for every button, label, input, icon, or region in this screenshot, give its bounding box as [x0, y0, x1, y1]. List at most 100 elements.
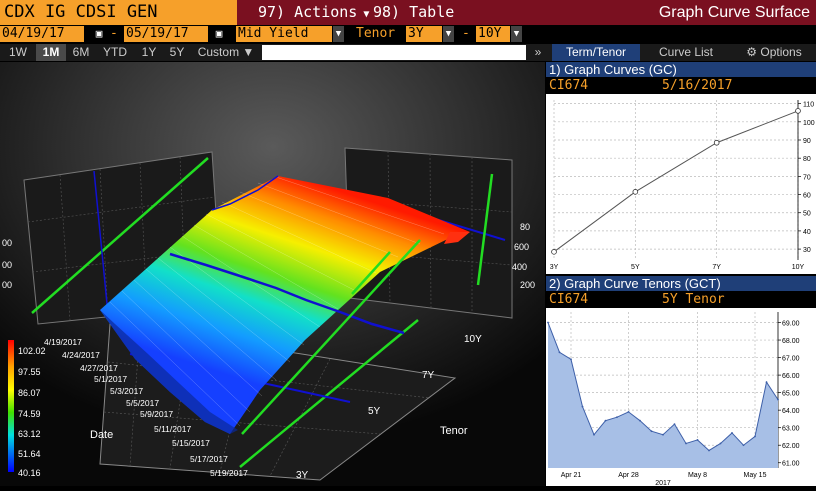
gc-panel-title[interactable]: 1) Graph Curves (GC) [546, 62, 816, 77]
x-tick-label: May 8 [688, 472, 707, 479]
gc-chart[interactable]: 30 40 50 60 70 80 90 100 110 3Y 5Y 7Y 10Y [546, 94, 816, 274]
security-ticker[interactable]: CDX IG CDSI GEN [0, 0, 237, 25]
gc-chart-svg: 30 40 50 60 70 80 90 100 110 3Y 5Y 7Y 10Y [550, 100, 815, 271]
area-point [547, 321, 549, 324]
area-point [765, 381, 768, 384]
tenor-to-select[interactable]: 10Y [476, 26, 510, 42]
left-wall-ticks: 00 00 00 [2, 238, 12, 290]
area-point [731, 432, 733, 434]
tab-term-tenor[interactable]: Term/Tenor [552, 44, 640, 61]
end-date-field[interactable]: 05/19/17 [124, 26, 208, 42]
curve-point [632, 189, 639, 195]
range-tab-ytd[interactable]: YTD [103, 45, 127, 59]
table-button[interactable]: 98) Table [373, 3, 455, 21]
tenor-axis-label: Tenor [440, 425, 468, 437]
tenor-tick: 5Y [368, 406, 381, 417]
date-tick: 5/17/2017 [190, 454, 228, 464]
range-tab-bar: 1W 1M 6M YTD 1Y 5Y Custom ▼ » Term/Tenor… [0, 44, 816, 61]
y-tick-label: 62.00 [782, 443, 800, 450]
tenor-tick: 10Y [464, 334, 482, 345]
date-tick: 4/19/2017 [44, 337, 82, 347]
area-point [650, 430, 653, 433]
curve-point [713, 139, 720, 146]
tenor-tick: 7Y [422, 370, 435, 381]
gct-panel-subheader: CI674 5Y Tenor [546, 292, 816, 307]
curve-point [551, 249, 557, 255]
range-tab-1m[interactable]: 1M [36, 44, 66, 61]
area-point [719, 442, 722, 445]
expand-icon[interactable]: » [534, 45, 542, 59]
gct-tenor-label: 5Y Tenor [662, 292, 725, 307]
field-select[interactable]: Mid Yield [236, 26, 332, 42]
curve-line [553, 110, 799, 253]
gct-chart[interactable]: 69.00 68.00 67.00 66.00 65.00 64.00 63.00 62.00… [546, 308, 816, 487]
control-bar: 04/19/17 ▣ - 05/19/17 ▣ Mid Yield ▼ Teno… [0, 25, 816, 43]
tenor-from-select[interactable]: 3Y [406, 26, 442, 42]
surface-plot-area[interactable]: Date Tenor 4/19/2017 4/24/2017 4/27/2017… [0, 62, 545, 486]
calendar-icon[interactable]: ▣ [95, 27, 103, 40]
area-point [593, 433, 595, 436]
chevron-down-icon[interactable]: ▼ [443, 26, 454, 42]
date-tick: 5/1/2017 [94, 374, 127, 384]
y-tick-label: 40 [803, 229, 811, 236]
y-tick-label: 65.00 [782, 391, 800, 398]
color-scale-tick: 86.07 [18, 388, 41, 398]
tab-options[interactable]: ⚙ Options [746, 45, 802, 59]
tenor-ticks: 3Y 5Y 7Y 10Y [296, 334, 482, 481]
range-tab-1w[interactable]: 1W [9, 45, 27, 59]
area-point [616, 416, 618, 419]
chevron-down-icon[interactable]: ▼ [333, 26, 344, 42]
surface-plot[interactable]: Date Tenor 4/19/2017 4/24/2017 4/27/2017… [0, 62, 545, 486]
wall-tick: 600 [514, 242, 529, 252]
color-scale-tick: 74.59 [18, 409, 41, 419]
y-tick-label: 100 [803, 120, 815, 127]
range-tab-custom[interactable]: Custom ▼ [197, 45, 255, 59]
x-tick-label: 7Y [712, 264, 721, 271]
y-tick-label: 90 [803, 138, 811, 145]
color-scale-tick: 102.02 [18, 346, 46, 356]
gct-panel-title[interactable]: 2) Graph Curve Tenors (GCT) [546, 276, 816, 291]
y-tick-label: 110 [803, 102, 814, 109]
color-scale-bar [8, 340, 14, 472]
view-tab-bar: » Term/Tenor Curve List ⚙ Options [535, 44, 816, 61]
color-scale-tick: 97.55 [18, 367, 41, 377]
tenor-separator: - [462, 26, 470, 41]
start-date-field[interactable]: 04/19/17 [0, 26, 84, 42]
calendar-icon[interactable]: ▣ [215, 27, 223, 40]
range-tab-1y[interactable]: 1Y [141, 45, 157, 59]
chevron-down-icon[interactable]: ▼ [511, 26, 522, 42]
area-point [662, 433, 664, 436]
actions-label: 97) Actions [258, 3, 358, 21]
tab-curve-list[interactable]: Curve List [658, 45, 714, 59]
color-scale-tick: 40.16 [18, 468, 41, 478]
wall-tick: 00 [2, 238, 12, 248]
date-tick: 5/3/2017 [110, 386, 143, 396]
range-tab-5y[interactable]: 5Y [169, 45, 185, 59]
x-tick-label: 3Y [550, 264, 559, 271]
wall-tick: 00 [2, 280, 12, 290]
area-point [742, 444, 745, 447]
range-tab-6m[interactable]: 6M [72, 45, 90, 59]
date-tick: 5/19/2017 [210, 468, 248, 478]
date-tick: 5/11/2017 [154, 424, 191, 434]
chevron-down-icon: ▼ [363, 9, 370, 20]
wall-tick: 80 [520, 222, 530, 232]
area-point [685, 442, 687, 445]
curve-point [795, 108, 801, 114]
y-tick-label: 69.00 [782, 321, 800, 328]
y-tick-label: 50 [803, 211, 811, 218]
area-point [708, 449, 710, 452]
x-tick-label: Apr 21 [561, 472, 582, 479]
area-point [581, 405, 584, 408]
color-scale-tick: 63.12 [18, 429, 41, 439]
actions-menu-button[interactable]: 97) Actions ▼ [258, 0, 369, 25]
custom-range-input[interactable] [262, 45, 526, 60]
yield-surface [100, 176, 470, 434]
wall-tick: 200 [520, 280, 535, 290]
y-tick-label: 66.00 [782, 373, 800, 380]
tenor-label: Tenor [356, 26, 396, 41]
gc-panel-subheader: CI674 5/16/2017 [546, 78, 816, 93]
area-point [777, 398, 779, 401]
x-tick-label: Apr 28 [618, 472, 639, 479]
y-tick-label: 61.00 [782, 461, 800, 468]
